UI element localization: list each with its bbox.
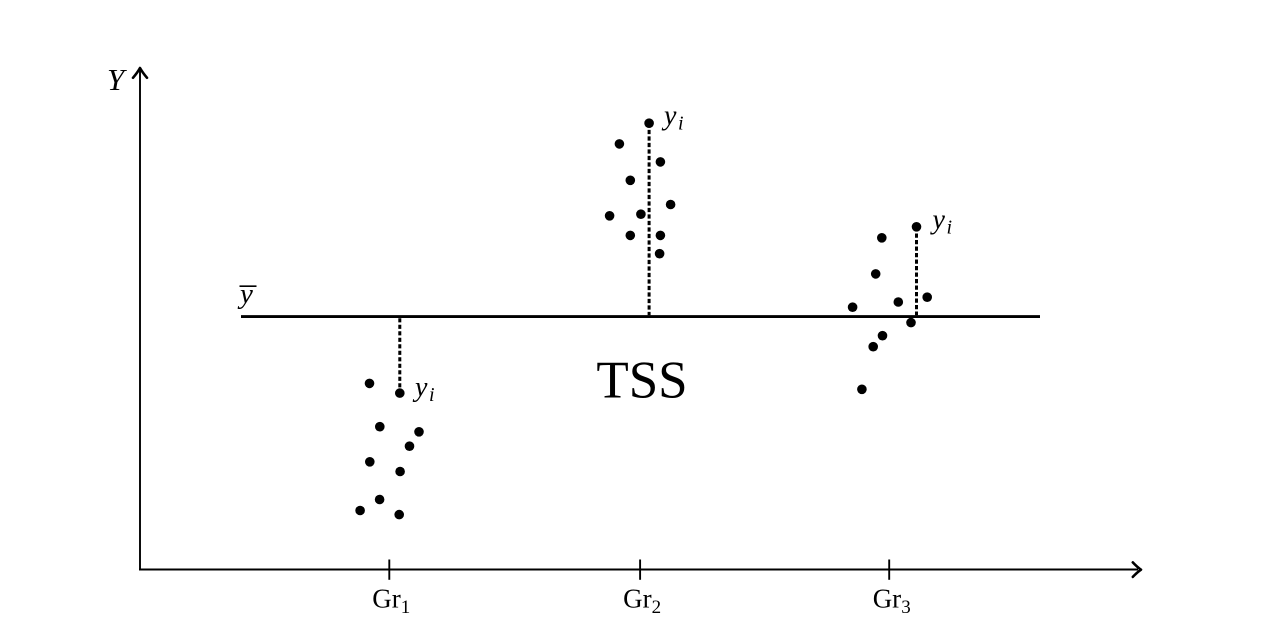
svg-text:TSS: TSS — [596, 352, 687, 410]
svg-text:y: y — [237, 278, 253, 310]
svg-text:Y: Y — [107, 62, 127, 97]
